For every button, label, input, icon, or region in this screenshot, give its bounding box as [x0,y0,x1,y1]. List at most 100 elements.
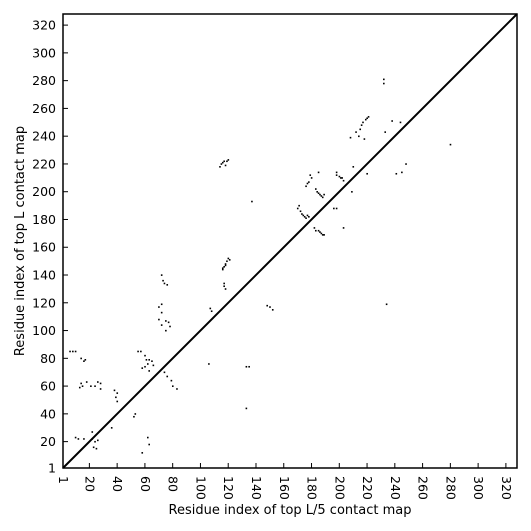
contact-point [69,350,71,353]
contact-point [306,182,309,185]
contact-point [358,135,360,138]
y-tick-label: 120 [32,295,56,310]
contact-point [94,440,96,443]
contact-point [158,318,160,321]
contact-point [338,175,341,178]
contact-point [92,446,95,449]
contact-point [339,177,342,179]
contact-point [158,306,160,308]
y-axis-title: Residue index of top L contact map [13,126,28,356]
contact-point [141,367,144,369]
contact-point [137,350,139,353]
y-axis: 1204060801001201401601802002202402602803… [32,18,68,476]
contact-point [317,229,320,232]
contact-point [308,216,310,218]
contact-point [341,177,343,179]
x-axis-title: Residue index of top L/5 contact map [169,503,412,518]
contact-point [248,365,250,368]
contact-point [310,177,313,179]
contact-point [303,216,306,218]
x-tick-label: 180 [305,476,320,500]
y-tick-label: 320 [32,18,56,33]
contact-point [342,179,345,182]
contact-point [80,357,82,360]
contact-point [313,227,316,229]
contact-point [320,232,323,235]
contact-point [323,234,325,236]
contact-point [220,163,223,165]
contact-point [99,388,102,390]
contact-point [170,379,173,382]
contact-point [245,407,248,410]
y-tick-label: 280 [32,73,56,88]
contact-point [163,371,166,374]
contact-point [110,427,113,429]
contact-point [226,160,228,163]
contact-point [163,282,166,285]
contact-point [401,171,403,174]
contact-point [148,370,150,372]
contact-point [333,207,335,210]
contact-point [266,304,268,307]
contact-point [269,306,271,308]
contact-point [224,164,227,167]
contact-point [316,191,318,193]
contact-point [113,389,116,392]
x-tick-label: 260 [416,476,431,500]
x-tick-label: 20 [82,476,97,492]
y-tick-label: 180 [32,212,56,227]
contact-point [209,307,212,310]
y-tick-label: 140 [32,268,56,283]
contact-point [366,117,368,120]
contact-point [97,439,99,442]
y-tick-label: 60 [40,379,56,394]
contact-point [335,174,338,176]
contact-point [349,136,352,139]
contact-point [141,452,144,454]
contact-point [385,303,388,306]
contact-point [78,386,81,389]
contact-point [221,268,224,271]
contact-point [227,159,230,161]
contact-point [165,329,167,332]
x-tick-label: 120 [221,476,236,500]
contact-point [383,78,385,81]
x-tick-label: 140 [249,476,264,500]
y-tick-label: 220 [32,156,56,171]
contact-point [360,124,363,126]
x-tick-label: 100 [193,476,208,500]
contact-point [83,438,85,440]
contact-point [147,363,149,365]
contact-point [223,160,225,163]
y-tick-label: 260 [32,101,56,116]
x-tick-label: 80 [166,476,181,492]
contact-point [166,375,169,378]
contact-point [226,260,228,263]
x-tick-label: 320 [499,476,514,500]
contact-point [299,210,302,213]
contact-point [223,265,225,268]
y-tick-label: 200 [32,184,56,199]
contact-point [116,400,119,403]
contact-point [302,214,305,217]
x-axis: 1 20 40 60 80 100 120 140 160 180 200 220 240 260 280 3… [56,463,514,500]
contact-point [148,443,150,446]
contact-point [167,321,170,324]
contact-point [160,324,163,326]
contact-point [84,359,87,361]
contact-point [116,392,119,394]
contact-point [80,382,82,385]
y-tick-label: 1 [48,461,56,476]
contact-point [359,128,362,131]
y-tick-label: 80 [40,351,56,366]
x-tick-label: 60 [138,476,153,492]
contact-points [69,78,452,454]
contact-point [323,193,325,196]
contact-point [94,385,96,387]
contact-point [223,282,225,285]
diagonal-line [62,13,518,469]
contact-point [305,217,307,219]
contact-point [165,320,167,322]
contact-point [74,436,77,439]
